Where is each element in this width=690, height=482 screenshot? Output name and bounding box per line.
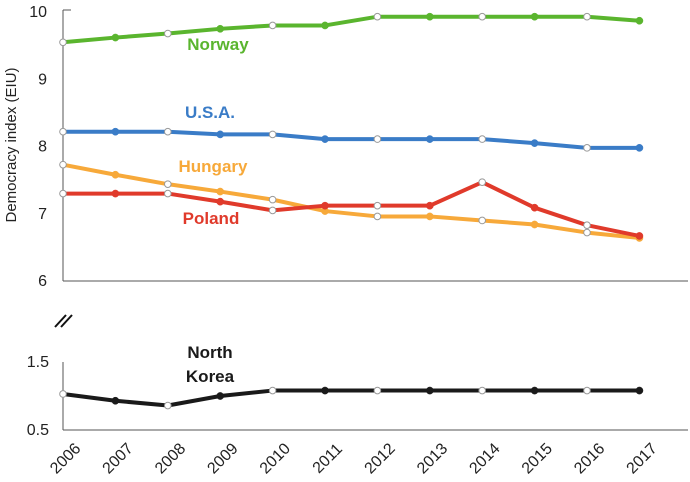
- y-tick-label: 9: [38, 71, 47, 88]
- norway-point: [321, 21, 329, 30]
- u-s-a-point: [530, 139, 539, 147]
- norway-point: [425, 12, 434, 21]
- north-korea-point: [164, 401, 172, 410]
- hungary-point: [478, 216, 487, 225]
- poland-point: [478, 178, 487, 186]
- north-korea-point: [59, 390, 67, 398]
- north-korea-point: [635, 386, 644, 395]
- norway-point: [635, 16, 644, 25]
- norway-point: [530, 12, 539, 21]
- norway-point: [478, 12, 487, 21]
- u-s-a-label: U.S.A.: [185, 103, 235, 122]
- poland-point: [530, 203, 539, 212]
- x-tick-label: 2017: [624, 440, 661, 477]
- u-s-a-point: [425, 135, 434, 143]
- u-s-a-point: [478, 135, 487, 143]
- hungary-point: [216, 187, 225, 196]
- y-tick-label: 0.5: [27, 422, 49, 439]
- norway-point: [373, 12, 382, 21]
- x-tick-label: 2016: [571, 440, 608, 477]
- y-tick-label: 8: [38, 139, 47, 156]
- poland-point: [373, 201, 382, 210]
- north-korea-point: [321, 386, 329, 395]
- north-korea-point: [373, 386, 382, 395]
- poland-point: [111, 189, 120, 198]
- north-korea-point: [268, 386, 277, 395]
- norway-point: [164, 29, 172, 38]
- hungary-point: [583, 228, 591, 237]
- norway-point: [111, 33, 120, 42]
- x-tick-label: 2012: [362, 440, 399, 477]
- norway-point: [583, 12, 591, 21]
- y-tick-label: 6: [38, 273, 47, 290]
- x-tick-label: 2006: [47, 440, 84, 477]
- poland-point: [216, 197, 225, 206]
- norway-label: Norway: [187, 35, 249, 54]
- u-s-a-point: [583, 144, 591, 152]
- hungary-point: [373, 212, 382, 221]
- x-tick-label: 2014: [466, 440, 503, 477]
- series-labels: Norway U.S.A. Hungary Poland North Korea: [179, 35, 250, 386]
- poland-point: [59, 189, 67, 198]
- north-korea-line: [61, 388, 642, 408]
- hungary-line: [61, 162, 642, 240]
- x-tick-label: 2011: [310, 441, 346, 477]
- x-tick-label: 2010: [257, 440, 294, 477]
- hungary-point: [59, 160, 67, 169]
- hungary-point: [425, 212, 434, 221]
- north-korea-point: [478, 386, 487, 395]
- y-tick-label: 10: [29, 4, 47, 21]
- x-tick-label: 2008: [152, 440, 189, 477]
- u-s-a-point: [321, 135, 329, 143]
- north-korea-label: North: [187, 343, 232, 362]
- norway-point: [59, 38, 67, 47]
- axes: [54, 9, 688, 431]
- u-s-a-point: [635, 143, 644, 152]
- poland-point: [164, 189, 172, 198]
- hungary-label: Hungary: [179, 157, 249, 176]
- y-tick-label: 7: [38, 206, 47, 223]
- north-korea-point: [111, 396, 120, 405]
- norway-point: [268, 21, 277, 30]
- norway-point: [216, 24, 225, 33]
- u-s-a-point: [164, 127, 172, 136]
- u-s-a-point: [111, 127, 120, 136]
- poland-point: [268, 206, 277, 215]
- x-tick-label: 2007: [100, 440, 137, 477]
- poland-point: [635, 232, 644, 240]
- north-korea-label: Korea: [186, 367, 235, 386]
- norway-line: [61, 14, 642, 45]
- series-points: [59, 12, 644, 410]
- hungary-point: [111, 170, 120, 179]
- x-tick-label: 2015: [519, 440, 556, 477]
- axis-break-mark: [54, 314, 73, 328]
- hungary-point: [164, 180, 172, 188]
- hungary-point: [268, 195, 277, 204]
- north-korea-point: [216, 392, 225, 400]
- poland-point: [425, 201, 434, 210]
- u-s-a-point: [59, 127, 67, 136]
- x-tick-label: 2009: [204, 440, 241, 477]
- poland-point: [583, 221, 591, 229]
- u-s-a-point: [373, 135, 382, 143]
- north-korea-point: [530, 386, 539, 395]
- poland-line: [61, 180, 642, 238]
- north-korea-point: [583, 386, 591, 395]
- poland-label: Poland: [183, 209, 240, 228]
- series-lines: [61, 14, 642, 408]
- u-s-a-point: [268, 130, 277, 139]
- y-axis-label: Democracy index (EIU): [3, 67, 20, 222]
- x-tick-label: 2013: [414, 440, 451, 477]
- u-s-a-point: [216, 130, 225, 139]
- y-tick-label: 1.5: [27, 354, 49, 371]
- u-s-a-line: [61, 129, 642, 150]
- north-korea-point: [425, 386, 434, 395]
- poland-point: [321, 201, 329, 210]
- hungary-point: [530, 220, 539, 229]
